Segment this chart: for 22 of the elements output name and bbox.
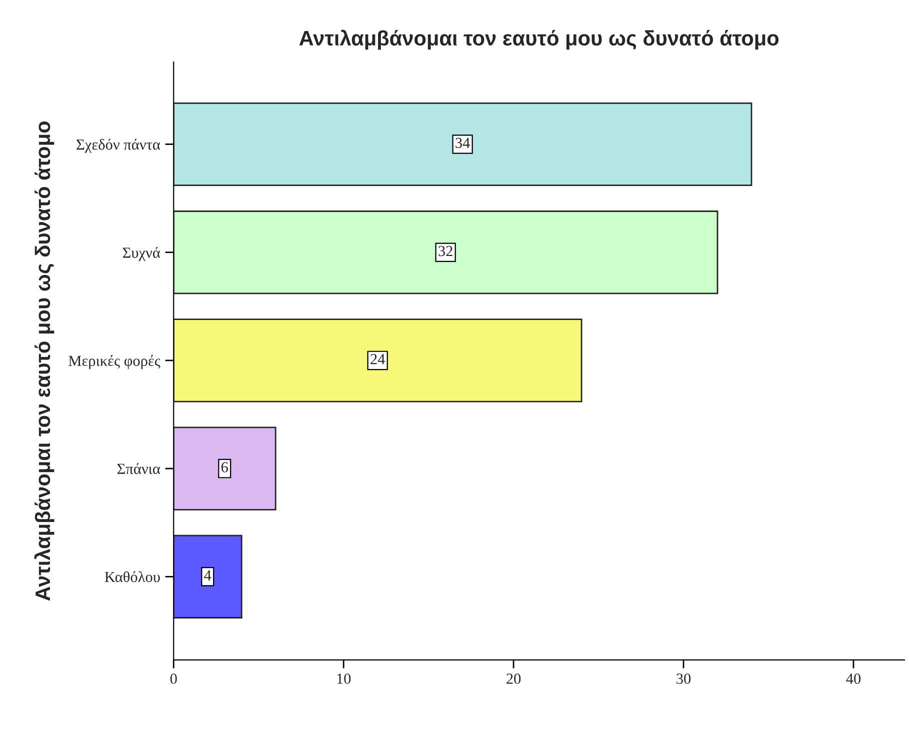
bar (174, 534, 242, 618)
x-tick-label: 0 (170, 674, 177, 684)
data-label: 6 (221, 462, 228, 472)
y-tick-label: Μερικές φορές (68, 355, 160, 370)
x-tick-label: 20 (506, 674, 521, 684)
bar (174, 426, 276, 510)
y-tick-label: Καθόλου (104, 571, 160, 582)
y-tick-label: Συχνά (122, 246, 160, 261)
bar (174, 318, 582, 402)
data-label: 34 (456, 138, 470, 148)
x-tick-label: 40 (846, 674, 861, 684)
y-axis-title: Αντιλαμβάνομαι τον εαυτό μου ως δυνατό άτομο (34, 122, 54, 601)
data-label: 32 (438, 246, 452, 256)
bar (174, 210, 718, 294)
x-tick-label: 30 (676, 674, 691, 684)
data-label: 4 (204, 570, 212, 580)
bar (174, 102, 752, 186)
y-tick-label: Σχεδόν πάντα (76, 138, 160, 153)
chart-title: Αντιλαμβάνομαι τον εαυτό μου ως δυνατό άτομο (299, 30, 779, 50)
x-tick-label: 10 (337, 674, 351, 684)
data-label: 24 (370, 354, 385, 364)
y-tick-label: Σπάνια (117, 463, 160, 474)
